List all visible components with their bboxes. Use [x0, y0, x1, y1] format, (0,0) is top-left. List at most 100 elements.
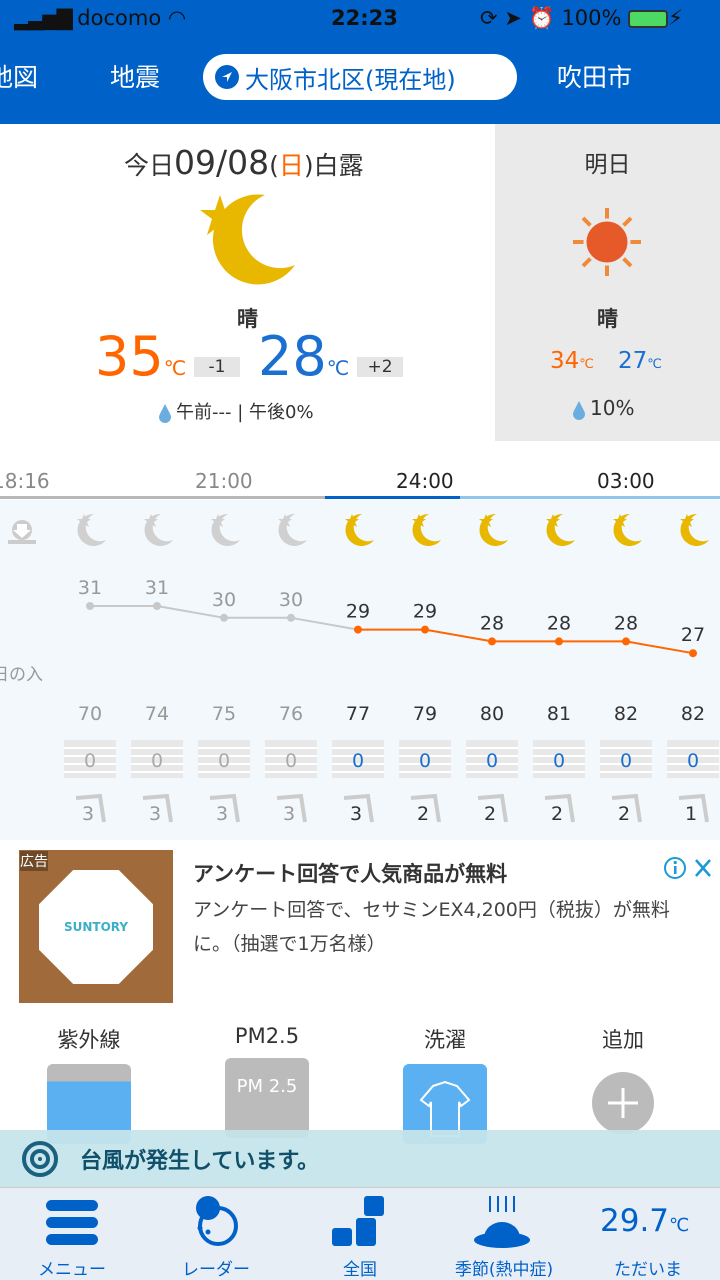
nav-season[interactable]: 季節(熱中症): [454, 1260, 554, 1280]
time-label: 24:00: [396, 469, 454, 493]
precip-label: 0: [285, 750, 297, 772]
sun-icon: [573, 208, 641, 276]
wind-arrow-icon: [611, 793, 642, 823]
temp-label: 27: [681, 624, 705, 646]
wind-label: 2: [551, 803, 563, 825]
plus-icon: [592, 1072, 654, 1134]
clock: 22:23: [331, 6, 398, 30]
tomorrow-high: 34℃: [550, 348, 594, 374]
star-icon: [546, 514, 560, 527]
feature-pm25[interactable]: PM2.5 PM 2.5: [222, 1024, 312, 1148]
japan-map-icon[interactable]: [332, 1196, 388, 1250]
battery-icon: [628, 10, 669, 28]
humidity-label: 74: [145, 703, 169, 725]
moon-icon: [345, 513, 374, 546]
time-label: 03:00: [597, 469, 655, 493]
nav-menu[interactable]: メニュー: [38, 1260, 106, 1280]
temp-label: 29: [413, 601, 437, 623]
humidity-label: 76: [279, 703, 303, 725]
time-label: 21:00: [195, 469, 253, 493]
radar-icon[interactable]: [188, 1194, 244, 1250]
ad-body[interactable]: アンケート回答で、セサミンEX4,200円（税抜）が無料に。（抽選で1万名様）: [193, 899, 670, 955]
hourly-forecast[interactable]: [0, 500, 720, 840]
carrier: ▂▃▅▇ docomo ◠: [14, 6, 187, 30]
wind-label: 2: [417, 803, 429, 825]
today-weather: 晴: [237, 307, 258, 331]
wind-arrow-icon: [477, 793, 508, 823]
ad-info-close-icon[interactable]: [664, 856, 716, 880]
today-date: 今日09/08(日)白露: [124, 143, 364, 182]
temp-point: [421, 625, 429, 634]
nav-radar[interactable]: レーダー: [182, 1260, 250, 1280]
current-temp[interactable]: 29.7℃: [600, 1203, 690, 1239]
precip-label: 0: [218, 750, 230, 772]
moon-icon: [479, 513, 508, 546]
ad-badge: 広告: [20, 851, 48, 871]
charging-icon: ⚡: [668, 6, 683, 30]
star-icon: [278, 514, 292, 527]
star-icon: [680, 514, 694, 527]
tomorrow-low: 27℃: [618, 348, 662, 374]
timeline-past: [0, 496, 325, 499]
wind-arrow-icon: [544, 793, 575, 823]
tab-earthquake[interactable]: 地震: [110, 63, 161, 92]
moon-icon: [211, 513, 240, 546]
wind-arrow-icon: [276, 793, 307, 823]
typhoon-icon: [22, 1141, 58, 1177]
today-high: 35℃: [95, 325, 187, 388]
moon-icon: [77, 513, 106, 546]
location-arrow-icon: [215, 65, 239, 89]
today-rain: 午前--- | 午後0%: [158, 398, 314, 424]
nav-nationwide[interactable]: 全国: [343, 1260, 377, 1280]
drop-icon: [573, 400, 585, 420]
precip-label: 0: [419, 750, 431, 772]
temp-label: 29: [346, 601, 370, 623]
wind-label: 3: [283, 803, 295, 825]
humidity-label: 75: [212, 703, 236, 725]
humidity-label: 82: [681, 703, 705, 725]
time-label: 18:16: [0, 469, 50, 493]
wind-label: 2: [618, 803, 630, 825]
humidity-label: 77: [346, 703, 370, 725]
ad-image[interactable]: SUNTORY: [19, 850, 173, 1003]
humidity-label: 70: [78, 703, 102, 725]
tab-map[interactable]: 地図: [0, 63, 39, 92]
alarm-icon: ⏰: [528, 6, 555, 30]
moon-icon: [613, 513, 642, 546]
temp-label: 28: [614, 612, 638, 634]
star-icon: [211, 514, 225, 527]
temp-point: [287, 613, 295, 622]
sunset-icon: [8, 520, 36, 544]
tab-suita[interactable]: 吹田市: [557, 63, 633, 92]
moon-icon: [680, 513, 709, 546]
humidity-label: 82: [614, 703, 638, 725]
sunset-label: 日の入: [0, 665, 43, 685]
precip-label: 0: [687, 750, 699, 772]
wind-arrow-icon: [75, 793, 106, 823]
heatstroke-hat-icon[interactable]: [470, 1194, 530, 1250]
wind-arrow-icon: [678, 793, 709, 823]
tomorrow-panel[interactable]: [495, 124, 720, 441]
wind-arrow-icon: [142, 793, 173, 823]
precip-label: 0: [553, 750, 565, 772]
ad-title[interactable]: アンケート回答で人気商品が無料: [193, 862, 508, 886]
moon-star-icon: [200, 194, 295, 285]
moon-icon: [546, 513, 575, 546]
typhoon-alert[interactable]: 台風が発生しています。: [0, 1130, 720, 1187]
temp-point: [689, 649, 697, 658]
star-icon: [412, 514, 426, 527]
moon-icon: [278, 513, 307, 546]
temp-label: 28: [480, 612, 504, 634]
tab-current-location[interactable]: 大阪市北区(現在地): [203, 54, 517, 100]
nav-now[interactable]: ただいま: [614, 1260, 682, 1280]
wifi-icon: ◠: [167, 6, 187, 30]
today-low: 28℃: [258, 325, 350, 388]
precip-label: 0: [620, 750, 632, 772]
tomorrow-label: 明日: [584, 152, 631, 178]
humidity-label: 80: [480, 703, 504, 725]
menu-icon[interactable]: [46, 1200, 98, 1245]
feature-add[interactable]: 追加: [578, 1024, 668, 1152]
temp-line-segment: [290, 616, 359, 631]
star-icon: [77, 514, 91, 527]
tomorrow-weather: 晴: [597, 307, 618, 331]
